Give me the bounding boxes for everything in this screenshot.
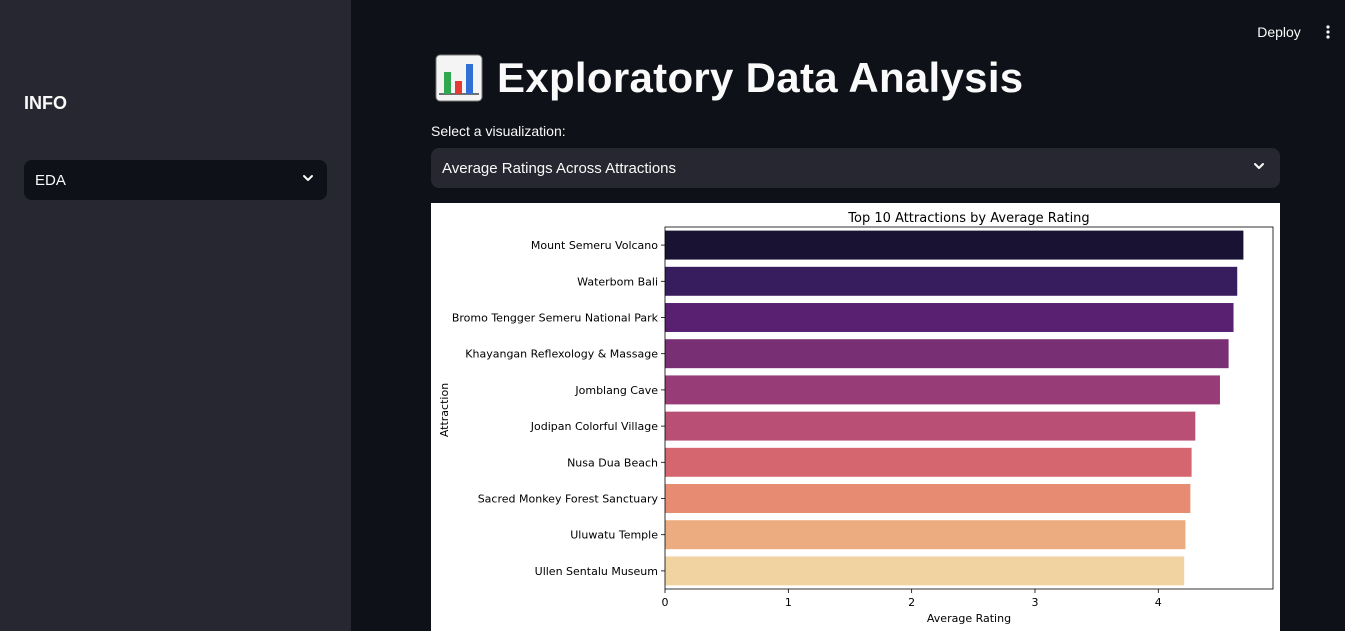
chart-container: Top 10 Attractions by Average Rating Ave… [431,203,1280,631]
y-tick-label: Waterbom Bali [577,275,658,288]
chart-bar [665,411,1196,441]
chart-bar [665,447,1192,477]
visualization-select[interactable]: Average Ratings Across Attractions [431,148,1280,188]
chart-bar [665,556,1185,586]
sidebar-page-select[interactable]: EDA [24,160,327,200]
chevron-down-icon [301,171,315,189]
chart-bar [665,520,1186,550]
sidebar-select-value: EDA [35,171,66,189]
chart-bar [665,230,1244,260]
chart-title: Top 10 Attractions by Average Rating [847,211,1089,226]
visualization-select-value: Average Ratings Across Attractions [442,159,677,177]
x-tick-label: 3 [1031,596,1038,609]
y-tick-label: Uluwatu Temple [570,529,658,542]
chevron-down-icon [1252,159,1266,177]
chart-bar [665,484,1191,513]
deploy-button[interactable]: Deploy [1257,24,1301,40]
plot-area: Mount Semeru Volcano Waterbom Bali Bromo T… [452,226,1274,609]
chart-bar [665,266,1238,296]
x-tick-label: 4 [1155,596,1162,609]
bar-chart: Top 10 Attractions by Average Rating Ave… [438,211,1274,625]
page-title-text: Exploratory Data Analysis [497,54,1024,101]
sidebar: INFO EDA [0,0,351,631]
page-title: Exploratory Data Analysis [435,50,1023,106]
x-tick-label: 2 [908,596,915,609]
chart-bar [665,303,1234,332]
more-vert-icon[interactable] [1318,22,1338,42]
y-tick-label: Nusa Dua Beach [567,456,658,469]
plot-frame [664,226,1274,590]
x-tick-label: 1 [785,596,792,609]
y-tick-label: Khayangan Reflexology & Massage [465,348,658,361]
chart-y-axis-label: Attraction [438,383,451,437]
y-tick-label: Jodipan Colorful Village [530,420,658,433]
y-tick-label: Bromo Tengger Semeru National Park [452,312,659,325]
x-tick-label: 0 [662,596,669,609]
y-tick-label: Mount Semeru Volcano [531,239,658,252]
bar-chart-icon [435,54,483,102]
chart-bar [665,375,1220,405]
visualization-select-label: Select a visualization: [431,123,566,139]
y-tick-label: Ullen Sentalu Museum [535,565,658,578]
y-tick-label: Sacred Monkey Forest Sanctuary [478,493,659,506]
sidebar-title: INFO [24,93,67,113]
chart-bar [665,339,1229,369]
chart-x-axis-label: Average Rating [927,612,1011,625]
y-tick-label: Jomblang Cave [574,384,658,397]
